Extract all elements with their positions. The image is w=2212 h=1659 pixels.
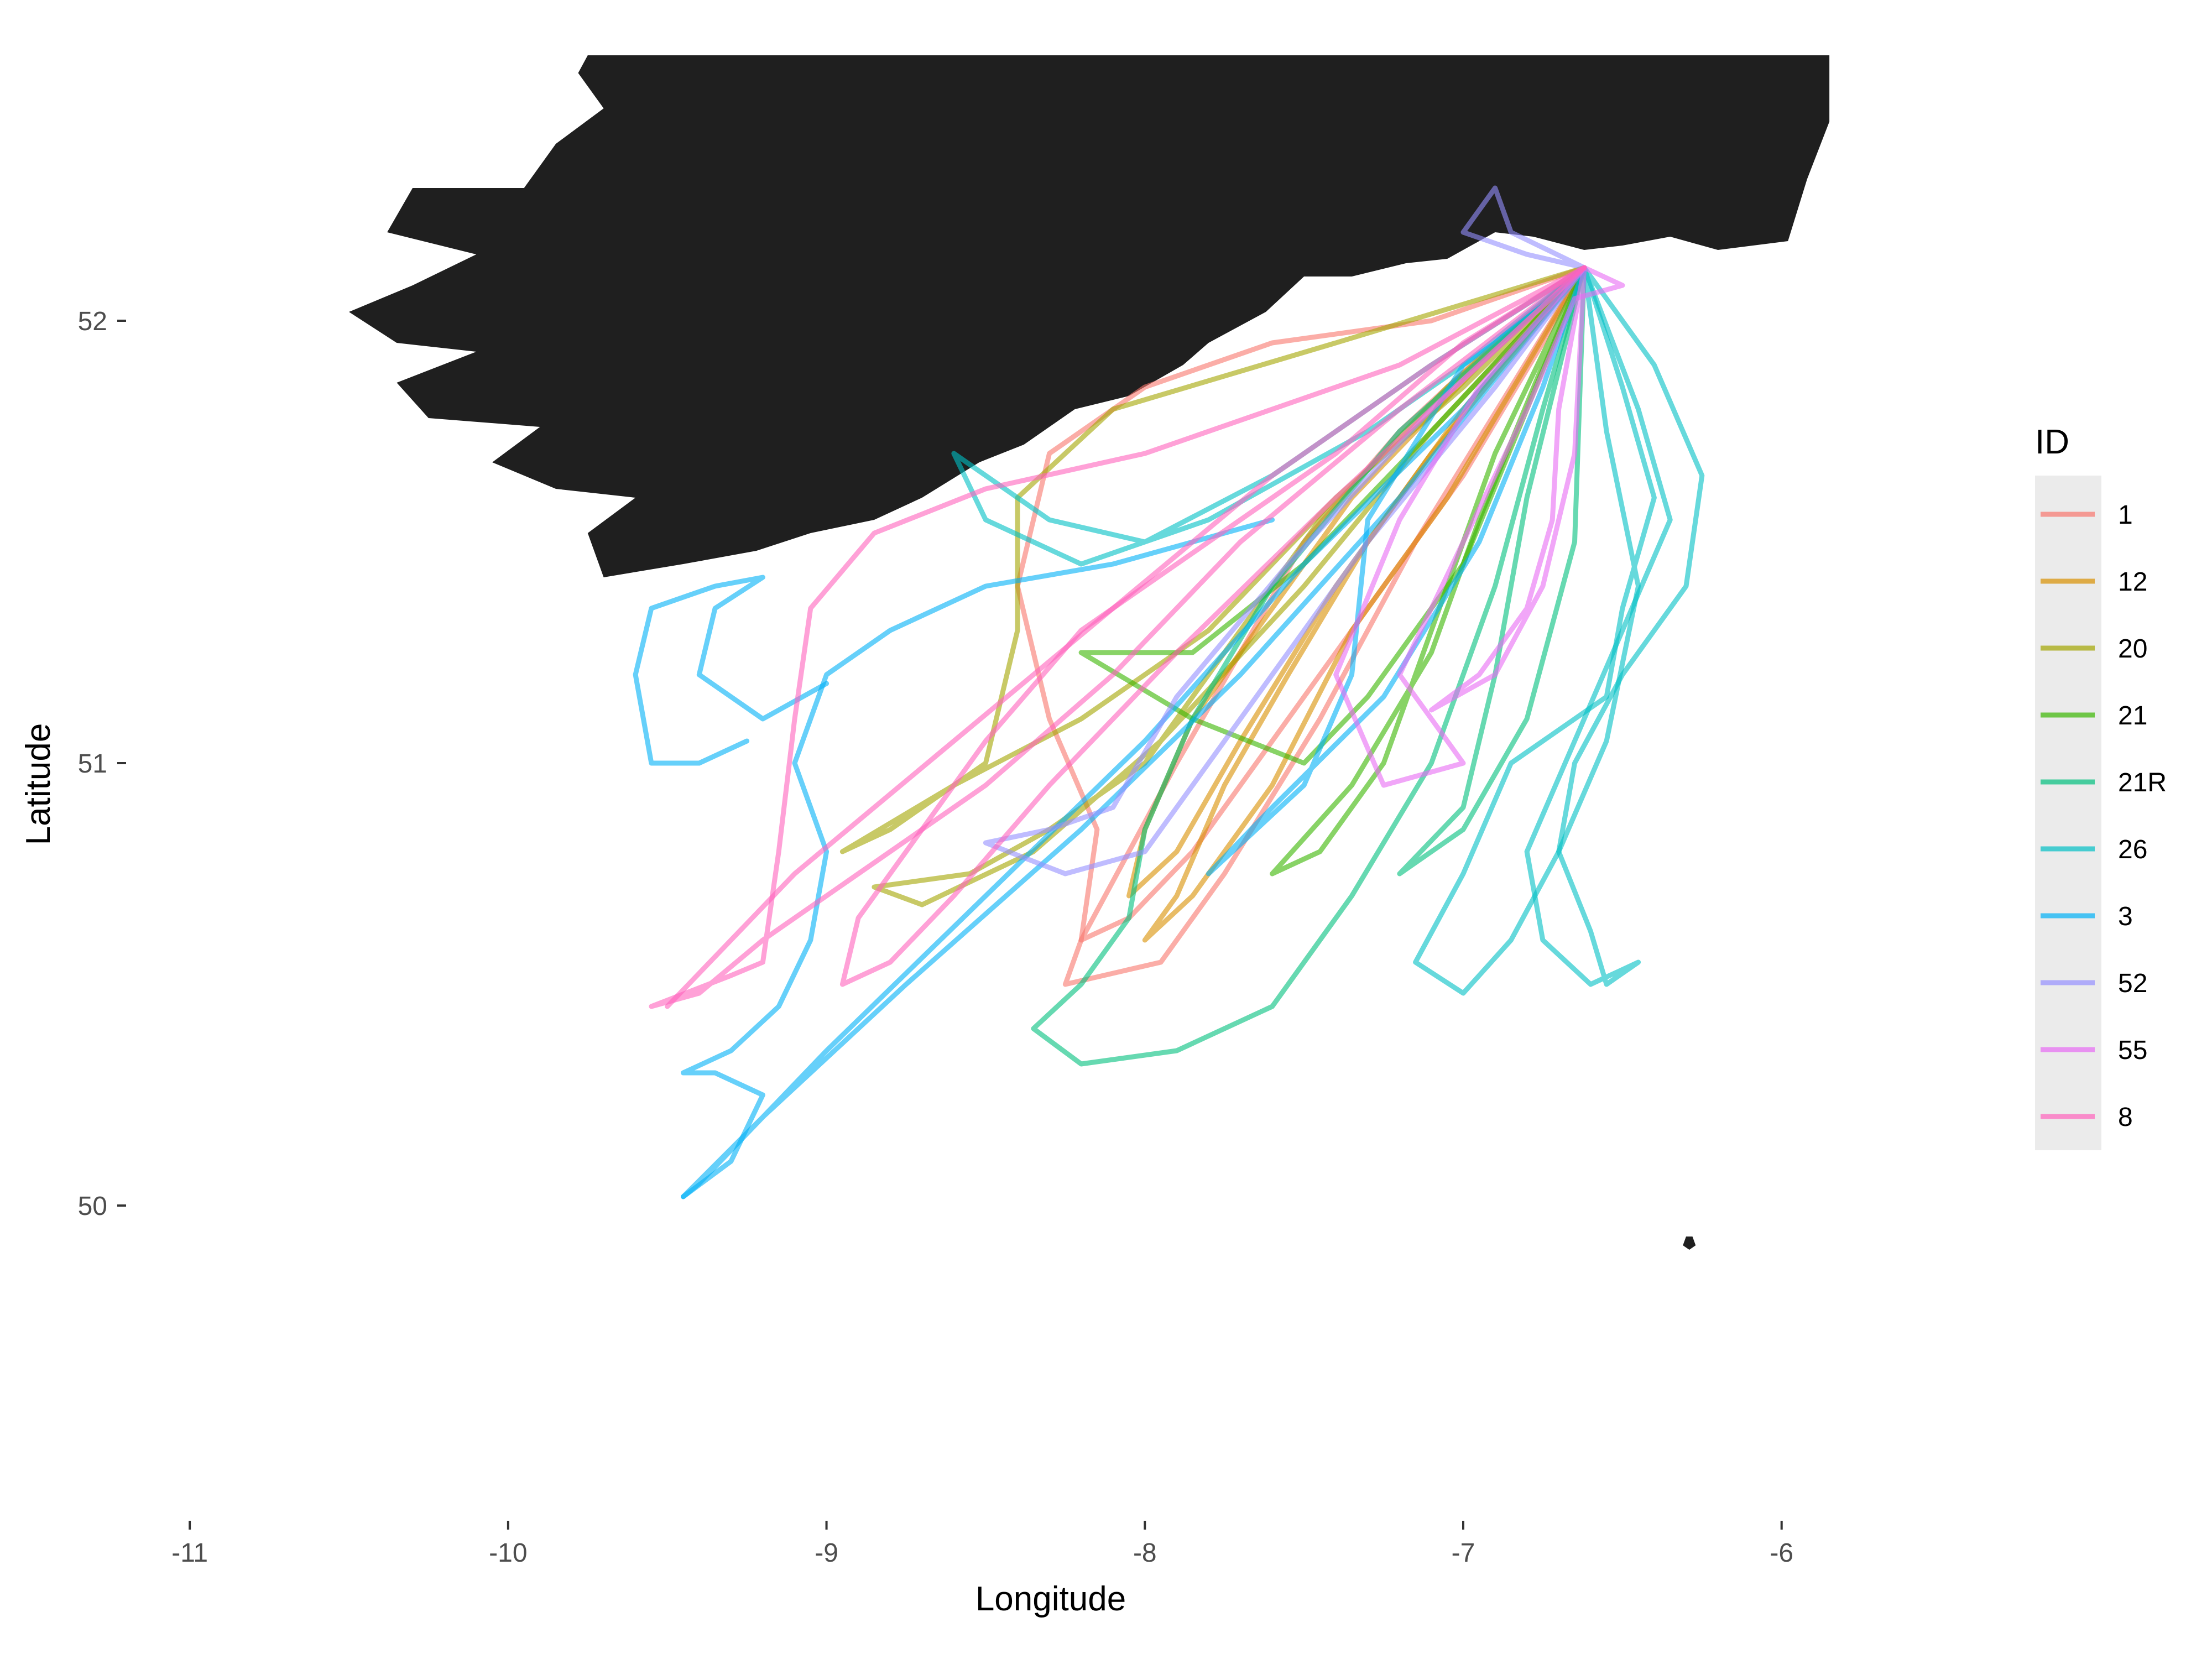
legend-label-52: 52	[2118, 969, 2147, 998]
legend-items: 1 12 20 21 21R 26 3 52 55 8	[2041, 500, 2167, 1132]
track-3	[633, 575, 830, 766]
y-tick-label: 52	[78, 307, 107, 336]
legend-label-12: 12	[2118, 567, 2147, 597]
x-tick-label: -7	[1452, 1538, 1475, 1568]
track-52	[1460, 185, 1587, 270]
legend-label-21R: 21R	[2118, 768, 2167, 797]
legend-label-21: 21	[2118, 701, 2147, 731]
legend-title: ID	[2035, 423, 2069, 461]
track-55	[1333, 265, 1625, 788]
land-layer	[349, 55, 1830, 1250]
track-21R	[1031, 265, 1587, 1067]
x-tick-label: -6	[1770, 1538, 1793, 1568]
y-axis: 50 51 52	[78, 307, 126, 1221]
track-21R	[1397, 265, 1587, 877]
y-tick-label: 51	[78, 749, 107, 779]
legend-label-26: 26	[2118, 835, 2147, 864]
legend-label-1: 1	[2118, 500, 2133, 530]
track-55	[1428, 265, 1587, 713]
x-tick-label: -8	[1133, 1538, 1157, 1568]
x-tick-label: -11	[171, 1538, 208, 1568]
legend-label-55: 55	[2118, 1036, 2147, 1065]
legend-label-20: 20	[2118, 634, 2147, 664]
track-8	[665, 265, 1587, 1009]
track-26	[1413, 265, 1657, 996]
legend-label-8: 8	[2118, 1103, 2133, 1132]
track-8	[839, 265, 1587, 987]
track-20	[872, 265, 1587, 907]
x-axis-title: Longitude	[975, 1580, 1126, 1618]
x-axis: -11 -10 -9 -8 -7 -6	[171, 1521, 1793, 1568]
track-26	[1524, 265, 1705, 987]
legend-key-background	[2035, 476, 2101, 1150]
y-tick-label: 50	[78, 1192, 107, 1221]
legend-label-3: 3	[2118, 902, 2133, 931]
landmass-islet	[1683, 1237, 1696, 1250]
y-axis-title: Latitude	[19, 723, 58, 846]
track-8	[649, 265, 1587, 1009]
track-52	[983, 265, 1587, 877]
x-tick-label: -10	[489, 1538, 527, 1568]
track-3	[681, 517, 1275, 1199]
landmass-ireland	[349, 55, 1830, 577]
x-tick-label: -9	[815, 1538, 838, 1568]
tracks-layer	[633, 185, 1705, 1199]
legend: ID 1 12 20 21 21R 26 3 52 55 8	[2035, 423, 2167, 1150]
track-1	[1015, 265, 1587, 987]
track-3	[1206, 265, 1587, 877]
